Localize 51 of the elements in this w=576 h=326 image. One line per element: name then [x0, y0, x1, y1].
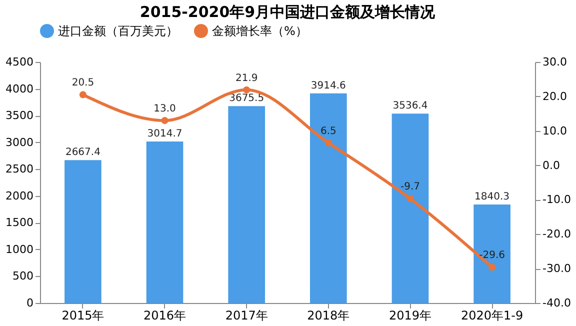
data-label: 3014.7: [147, 128, 182, 140]
y2-tick-label: 10.0: [542, 124, 567, 138]
bar: [310, 93, 347, 303]
x-tick-label: 2020年1-9: [460, 308, 524, 322]
bar: [474, 204, 510, 303]
y2-tick-label: -20.0: [542, 228, 571, 241]
y2-tick-label: 20.0: [542, 90, 567, 103]
y-tick-label: 3000: [6, 136, 34, 149]
x-tick-label: 2017年: [225, 308, 268, 322]
data-label: 21.9: [235, 72, 258, 84]
point: [79, 91, 86, 98]
point: [161, 117, 168, 124]
legend-label: 金额增长率（%）: [212, 24, 308, 38]
data-label: 20.5: [72, 78, 94, 89]
y2-tick-label: -30.0: [542, 262, 571, 276]
y-tick-label: 4500: [6, 56, 34, 68]
point: [406, 195, 414, 202]
y-tick-label: 500: [12, 270, 34, 283]
x-tick-label: 2015年: [62, 308, 104, 322]
bar: [228, 106, 265, 303]
bar: [146, 142, 184, 303]
y2-tick-label: -40.0: [542, 296, 571, 310]
data-label: 3675.5: [229, 93, 264, 104]
data-label: 3914.6: [310, 80, 346, 92]
data-label: -9.7: [400, 182, 420, 193]
y-tick-label: 0: [26, 296, 34, 310]
y-tick-label: 2500: [6, 162, 34, 176]
data-label: 13.0: [154, 104, 176, 115]
x-tick-label: 2019年: [388, 308, 432, 322]
point: [324, 139, 332, 146]
legend-label: 进口金额（百万美元）: [58, 24, 178, 38]
y-tick-label: 1000: [6, 242, 34, 256]
x-tick-label: 2016年: [144, 308, 186, 322]
y-tick-label: 3500: [6, 109, 34, 122]
y-tick-label: 2000: [6, 189, 34, 202]
data-label: -29.6: [479, 250, 505, 262]
x-tick-label: 2018年: [307, 308, 350, 322]
bar: [64, 160, 102, 303]
data-label: 2667.4: [65, 147, 100, 158]
bar: [392, 114, 429, 303]
data-label: 1840.3: [474, 191, 510, 202]
y-tick-label: 1500: [6, 216, 34, 230]
y2-tick-label: -10.0: [542, 193, 571, 206]
data-label: 3536.4: [392, 100, 428, 112]
point: [488, 264, 496, 271]
point: [243, 86, 250, 94]
data-label: 6.5: [320, 126, 336, 137]
y-tick-label: 4000: [6, 82, 34, 96]
y2-tick-label: 30.0: [542, 56, 567, 68]
chart-title: 2015-2020年9月中国进口金额及增长情况: [140, 3, 436, 21]
y2-tick-label: 0.0: [542, 158, 560, 172]
